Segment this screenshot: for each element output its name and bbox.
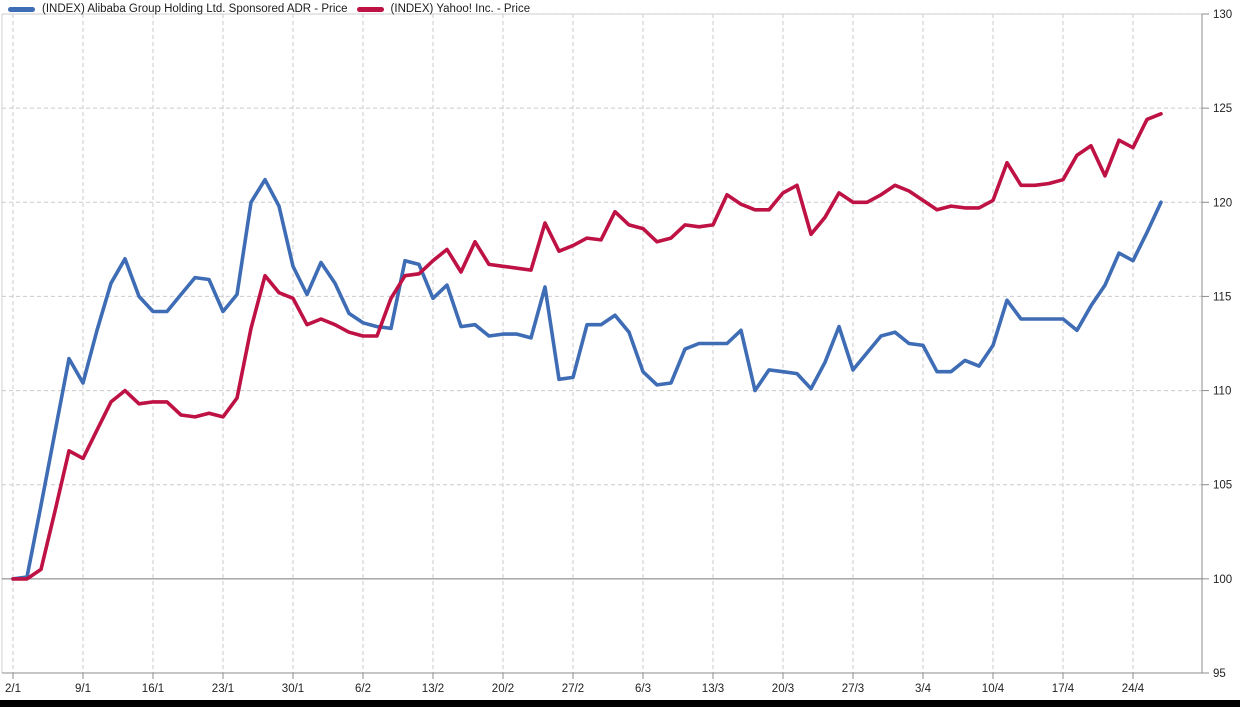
alibaba-series-label: (INDEX) Alibaba Group Holding Ltd. Spons… xyxy=(42,3,348,15)
x-axis-label-9/1: 9/1 xyxy=(75,683,91,695)
y-axis-label-125: 125 xyxy=(1213,103,1232,115)
x-axis-label-30/1: 30/1 xyxy=(282,683,304,695)
legend-item-yahoo: (INDEX) Yahoo! Inc. - Price xyxy=(356,2,531,16)
x-axis-label-23/1: 23/1 xyxy=(212,683,234,695)
x-axis-label-6/2: 6/2 xyxy=(355,683,371,695)
x-axis-label-20/2: 20/2 xyxy=(492,683,514,695)
x-axis-label-13/2: 13/2 xyxy=(422,683,444,695)
yahoo-series-swatch-icon xyxy=(356,6,384,12)
y-axis-label-100: 100 xyxy=(1213,574,1232,586)
chart-legend: (INDEX) Alibaba Group Holding Ltd. Spons… xyxy=(8,2,530,16)
x-axis-label-20/3: 20/3 xyxy=(772,683,794,695)
y-axis-label-105: 105 xyxy=(1213,480,1232,492)
x-axis-label-16/1: 16/1 xyxy=(142,683,164,695)
y-axis-label-130: 130 xyxy=(1213,9,1232,21)
x-axis-label-27/3: 27/3 xyxy=(842,683,864,695)
bottom-black-bar xyxy=(0,700,1240,707)
x-axis-label-10/4: 10/4 xyxy=(982,683,1005,695)
x-axis-label-3/4: 3/4 xyxy=(915,683,932,695)
y-axis-label-110: 110 xyxy=(1213,386,1231,398)
x-axis-label-17/4: 17/4 xyxy=(1052,683,1075,695)
x-axis-label-6/3: 6/3 xyxy=(635,683,651,695)
x-axis-label-27/2: 27/2 xyxy=(562,683,584,695)
x-axis-label-13/3: 13/3 xyxy=(702,683,724,695)
alibaba-series-swatch-icon xyxy=(8,6,35,12)
yahoo-series-label: (INDEX) Yahoo! Inc. - Price xyxy=(390,3,531,15)
x-axis-label-24/4: 24/4 xyxy=(1122,683,1145,695)
x-axis-label-2/1: 2/1 xyxy=(5,683,21,695)
y-axis-label-120: 120 xyxy=(1213,197,1232,209)
y-axis-label-95: 95 xyxy=(1213,668,1226,680)
y-axis-label-115: 115 xyxy=(1213,291,1231,303)
legend-item-alibaba: (INDEX) Alibaba Group Holding Ltd. Spons… xyxy=(8,2,348,16)
alibaba-price-line xyxy=(11,177,1163,581)
yahoo-price-line xyxy=(11,112,1163,581)
